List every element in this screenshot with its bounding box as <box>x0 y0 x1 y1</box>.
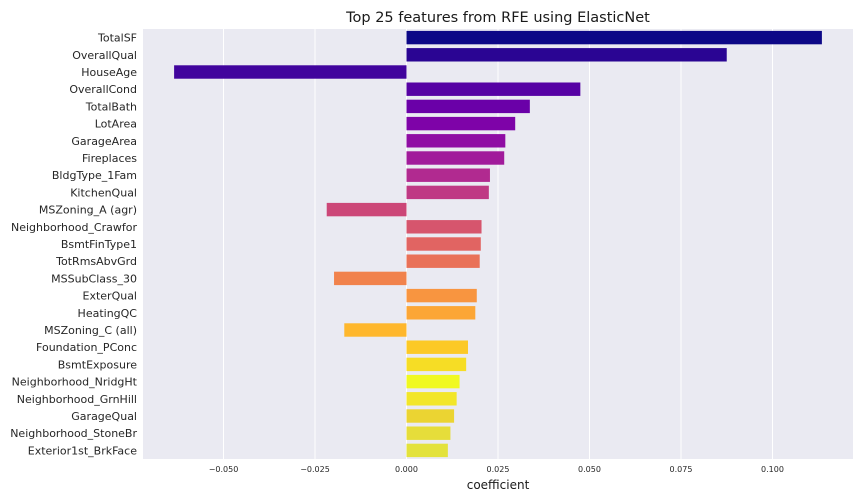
bar <box>406 426 451 440</box>
y-tick-label: Fireplaces <box>82 152 137 165</box>
x-tick-label: 0.000 <box>395 465 418 474</box>
bar <box>406 168 490 182</box>
x-tick-label: 0.025 <box>487 465 510 474</box>
bar <box>406 340 468 354</box>
bar <box>406 443 448 458</box>
bars <box>174 30 822 458</box>
y-tick-label: TotalBath <box>85 100 137 113</box>
bar <box>406 82 581 96</box>
bar <box>406 254 480 268</box>
bar <box>406 134 506 148</box>
bar <box>406 151 505 165</box>
x-tick-label: 0.100 <box>761 465 784 474</box>
bar <box>406 48 727 62</box>
bar <box>406 220 482 234</box>
bar <box>326 202 407 217</box>
x-tick-label: −0.025 <box>300 465 330 474</box>
x-tick-labels: −0.050 −0.025 0.000 0.025 0.050 0.075 0.100 <box>209 465 784 474</box>
y-tick-label: BsmtFinType1 <box>61 238 137 251</box>
y-tick-label: LotArea <box>95 118 137 131</box>
bar <box>406 374 460 389</box>
bar <box>406 288 477 303</box>
y-tick-label: Neighborhood_NridgHt <box>12 376 138 389</box>
y-tick-label: Neighborhood_Crawfor <box>11 221 138 234</box>
y-tick-label: BldgType_1Fam <box>52 169 137 182</box>
y-tick-label: OverallCond <box>69 83 137 96</box>
y-tick-label: KitchenQual <box>70 186 137 199</box>
y-tick-label: Neighborhood_StoneBr <box>10 427 137 440</box>
y-tick-label: MSZoning_C (all) <box>44 324 137 337</box>
x-axis-label: coefficient <box>467 478 530 492</box>
y-tick-label: Neighborhood_GrnHill <box>17 393 137 406</box>
y-tick-label: GarageArea <box>71 135 137 148</box>
y-tick-label: Foundation_PConc <box>36 341 137 354</box>
y-tick-label: HeatingQC <box>78 307 138 320</box>
bar <box>174 65 407 79</box>
bar <box>406 30 822 45</box>
bar <box>406 116 516 131</box>
x-tick-label: 0.075 <box>670 465 693 474</box>
y-tick-label: TotRmsAbvGrd <box>55 255 137 268</box>
x-tick-label: 0.050 <box>578 465 601 474</box>
y-tick-label: Exterior1st_BrkFace <box>28 444 137 457</box>
chart-title: Top 25 features from RFE using ElasticNe… <box>345 10 650 26</box>
bar <box>406 237 481 251</box>
y-tick-label: HouseAge <box>81 66 137 79</box>
y-tick-label: MSSubClass_30 <box>51 272 137 285</box>
y-tick-label: MSZoning_A (agr) <box>39 204 137 217</box>
y-tick-labels: TotalSF OverallQual HouseAge OverallCond Tot… <box>10 32 137 458</box>
y-tick-label: OverallQual <box>72 49 137 62</box>
bar <box>406 409 455 423</box>
y-tick-label: ExterQual <box>83 290 138 303</box>
y-tick-label: TotalSF <box>97 32 137 45</box>
bar <box>406 306 476 320</box>
y-tick-label: BsmtExposure <box>58 358 137 371</box>
bar <box>406 392 457 406</box>
x-tick-label: −0.050 <box>209 465 239 474</box>
bar <box>344 323 407 337</box>
bar <box>406 185 489 200</box>
bar <box>406 357 467 372</box>
y-tick-label: GarageQual <box>71 410 137 423</box>
bar <box>334 271 407 286</box>
bar <box>406 99 530 114</box>
